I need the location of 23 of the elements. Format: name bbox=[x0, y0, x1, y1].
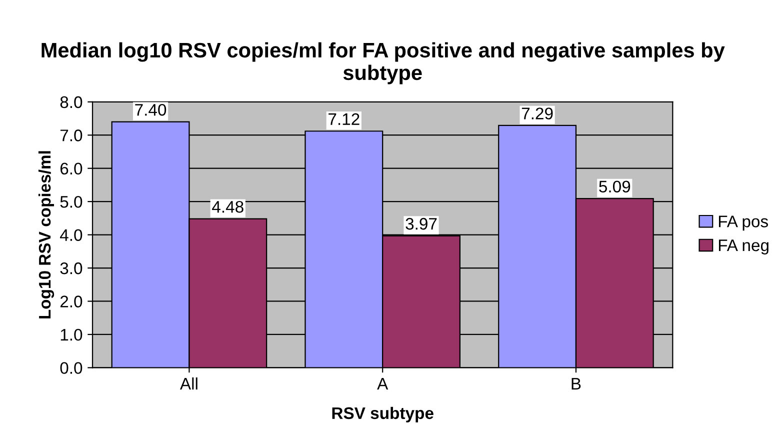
data-label: 3.97 bbox=[406, 218, 437, 230]
y-tick-label: 6.0 bbox=[60, 162, 82, 175]
data-label: 5.09 bbox=[599, 180, 630, 193]
y-tick-label: 7.0 bbox=[60, 130, 82, 142]
y-tick-label: 8.0 bbox=[60, 96, 82, 108]
legend-label: FA neg bbox=[718, 240, 768, 254]
chart-title: Median log10 RSV copies/ml for FA positive and negative samples by subtype bbox=[42, 42, 725, 84]
y-tick-label: 5.0 bbox=[60, 196, 82, 208]
x-tick-label: B bbox=[572, 378, 581, 390]
y-tick-label: 0.0 bbox=[60, 362, 82, 374]
y-tick-label: 4.0 bbox=[60, 229, 82, 241]
y-axis-title: Log10 RSV copies/ml bbox=[38, 151, 54, 318]
data-label: 7.40 bbox=[135, 104, 166, 116]
data-label: 4.48 bbox=[212, 200, 244, 213]
x-tick-label: All bbox=[180, 377, 198, 390]
data-label: 7.29 bbox=[522, 108, 553, 120]
y-tick-label: 3.0 bbox=[60, 262, 82, 274]
x-tick-label: A bbox=[377, 378, 388, 390]
y-tick-label: 1.0 bbox=[60, 328, 82, 341]
legend-label: FA pos bbox=[718, 216, 768, 231]
x-axis-title: RSV subtype bbox=[332, 406, 434, 422]
data-label: 7.12 bbox=[328, 113, 360, 125]
y-tick-label: 2.0 bbox=[60, 296, 82, 308]
